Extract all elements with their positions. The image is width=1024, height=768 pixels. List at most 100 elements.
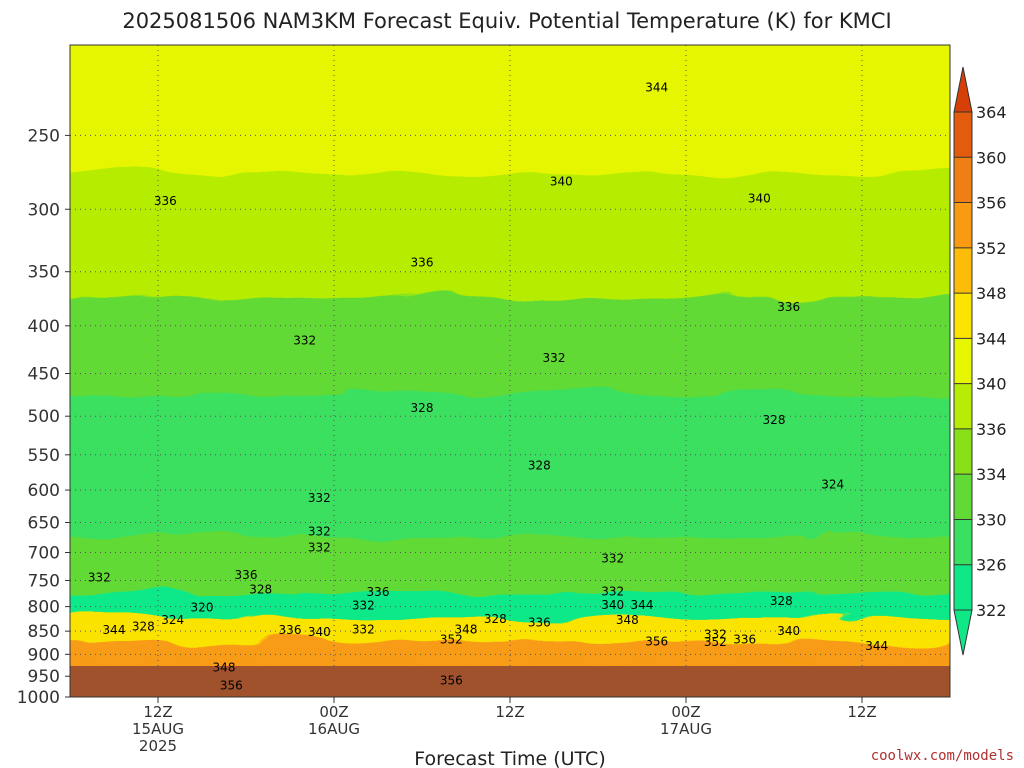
contour-label: 336 xyxy=(777,300,800,314)
colorbar-tick-label: 334 xyxy=(976,465,1007,484)
field-band xyxy=(70,239,950,300)
contour-label: 332 xyxy=(308,525,331,539)
colorbar-tick-label: 356 xyxy=(976,194,1007,213)
y-tick-label: 950 xyxy=(28,667,60,687)
contour-label: 356 xyxy=(440,673,463,687)
y-tick-label: 900 xyxy=(28,645,60,665)
colorbar-tick-label: 344 xyxy=(976,329,1007,348)
contour-label: 356 xyxy=(645,635,668,649)
y-tick-label: 800 xyxy=(28,598,60,618)
colorbar-swatch xyxy=(954,428,972,475)
pressure-axis: 250 300 350 400 450 500 550 600 650 700 750 800 850 9… xyxy=(17,126,70,708)
y-tick-label: 750 xyxy=(28,571,60,591)
colorbar-tick-label: 364 xyxy=(976,103,1007,122)
contour-label: 336 xyxy=(733,633,756,647)
x-tick-label: 17AUG xyxy=(660,720,712,738)
contour-label: 344 xyxy=(631,598,654,612)
contour-label: 336 xyxy=(279,623,302,637)
field-bands xyxy=(70,45,950,697)
contour-label: 332 xyxy=(352,623,375,637)
contour-label: 348 xyxy=(455,623,478,637)
y-tick-label: 550 xyxy=(28,446,60,466)
contour-label: 340 xyxy=(777,624,800,638)
contour-label: 344 xyxy=(865,639,888,653)
colorbar-tick-label: 336 xyxy=(976,420,1007,439)
contour-label: 344 xyxy=(645,80,668,94)
y-tick-label: 450 xyxy=(28,365,60,385)
x-tick-label: 12Z xyxy=(847,703,876,721)
x-tick-label: 16AUG xyxy=(308,720,360,738)
y-tick-label: 300 xyxy=(28,200,60,220)
y-tick-label: 850 xyxy=(28,622,60,642)
colorbar-swatch xyxy=(954,157,972,203)
contour-labels: 3443403403363363363323323283283283243323… xyxy=(88,80,888,692)
contour-label: 340 xyxy=(748,191,771,205)
contour-label: 340 xyxy=(601,598,624,612)
colorbar-tick-label: 330 xyxy=(976,510,1007,529)
colorbar-swatch xyxy=(954,564,972,610)
y-tick-label: 700 xyxy=(28,544,60,564)
y-tick-label: 1000 xyxy=(17,688,60,708)
colorbar-tick-label: 340 xyxy=(976,375,1007,394)
field-band xyxy=(70,348,950,396)
contour-label: 328 xyxy=(528,459,551,473)
contour-label: 328 xyxy=(763,413,786,427)
ground-below-surface xyxy=(70,666,950,697)
y-tick-label: 250 xyxy=(28,126,60,146)
contour-label: 356 xyxy=(220,678,243,692)
chart-title: 2025081506 NAM3KM Forecast Equiv. Potent… xyxy=(122,9,891,33)
contour-label: 328 xyxy=(411,401,434,415)
colorbar-cap-top xyxy=(953,66,973,113)
contour-label: 340 xyxy=(550,174,573,188)
y-tick-label: 600 xyxy=(28,481,60,501)
colorbar-tick-label: 360 xyxy=(976,148,1007,167)
contour-label: 328 xyxy=(132,619,155,633)
credit-text: coolwx.com/models xyxy=(871,748,1014,764)
contour-label: 336 xyxy=(367,585,390,599)
colorbar-swatch xyxy=(954,293,972,339)
colorbar-tick-label: 322 xyxy=(976,601,1007,620)
x-tick-label: 15AUG xyxy=(132,720,184,738)
colorbar-tick-label: 326 xyxy=(976,556,1007,575)
contour-label: 324 xyxy=(821,478,844,492)
colorbar-swatch xyxy=(954,247,972,294)
x-axis-title: Forecast Time (UTC) xyxy=(414,748,605,768)
contour-label: 328 xyxy=(484,612,507,626)
plot-area: 3443403403363363363323323283283283243323… xyxy=(70,45,950,697)
contour-label: 328 xyxy=(770,594,793,608)
contour-label: 332 xyxy=(308,491,331,505)
y-tick-label: 500 xyxy=(28,407,60,427)
colorbar-tick-label: 352 xyxy=(976,239,1007,258)
field-band xyxy=(70,171,950,242)
contour-label: 332 xyxy=(704,627,727,641)
colorbar-swatch xyxy=(954,519,972,565)
colorbar-swatch xyxy=(954,202,972,248)
contour-label: 336 xyxy=(154,194,177,208)
contour-label: 332 xyxy=(352,599,375,613)
contour-label: 332 xyxy=(88,571,111,585)
contour-label: 332 xyxy=(543,351,566,365)
y-tick-label: 350 xyxy=(28,263,60,283)
contour-label: 332 xyxy=(293,334,316,348)
x-tick-label: 2025 xyxy=(139,737,177,755)
contour-label: 320 xyxy=(191,601,214,615)
contour-label: 332 xyxy=(308,540,331,554)
field-band xyxy=(70,89,950,174)
contour-label: 340 xyxy=(308,625,331,639)
field-band xyxy=(70,536,950,568)
contour-label: 348 xyxy=(616,613,639,627)
contour-label: 344 xyxy=(103,623,126,637)
contour-label: 352 xyxy=(440,633,463,647)
gridlines xyxy=(70,45,950,697)
contour-label: 336 xyxy=(235,568,258,582)
x-tick-label: 12Z xyxy=(143,703,172,721)
contour-label: 324 xyxy=(161,613,184,627)
x-tick-label: 00Z xyxy=(319,703,348,721)
contour-label: 352 xyxy=(704,635,727,649)
x-tick-label: 12Z xyxy=(495,703,524,721)
contour-label: 332 xyxy=(601,551,624,565)
contour-label: 332 xyxy=(601,585,624,599)
colorbar-swatch xyxy=(954,383,972,429)
